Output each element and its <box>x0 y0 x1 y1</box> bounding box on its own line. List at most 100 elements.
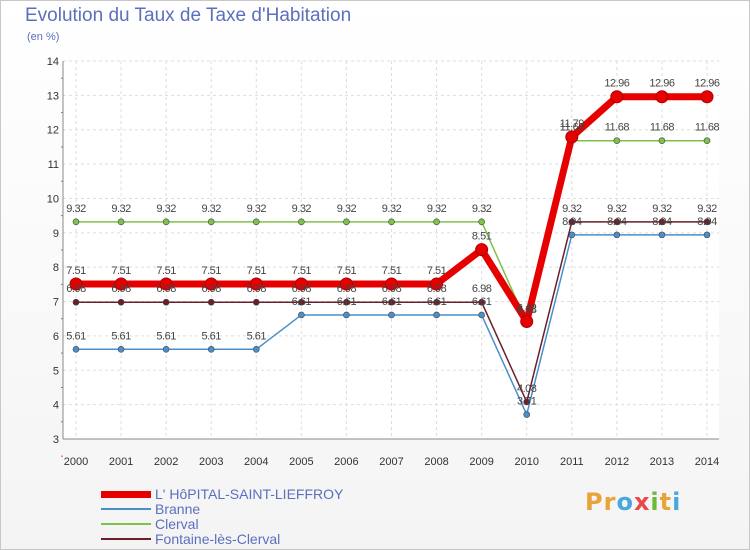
y-tick-label: 9 <box>53 228 59 240</box>
data-point <box>658 218 666 226</box>
data-point <box>703 218 711 226</box>
grid <box>63 60 719 440</box>
data-label: 5.61 <box>247 330 267 342</box>
data-point <box>72 218 80 226</box>
x-tick-label: 2011 <box>560 456 584 468</box>
data-labels: 7.51 7.51 7.51 7.51 7.51 7.51 7.51 7.51 7.51 8.51… <box>66 78 720 408</box>
y-tick-label: 5 <box>53 365 59 377</box>
data-point <box>298 311 305 319</box>
x-tick-label: 2000 <box>64 456 88 468</box>
x-tick-label: 2002 <box>154 456 178 468</box>
data-label: 6.61 <box>427 296 447 308</box>
logo-letter: r <box>603 488 617 516</box>
data-point <box>703 231 711 239</box>
data-point <box>72 298 80 306</box>
proxiti-logo: Proxiti <box>585 488 681 516</box>
data-point <box>523 411 531 418</box>
data-point <box>433 298 440 306</box>
data-label: 6.98 <box>292 283 312 295</box>
data-point <box>388 298 395 306</box>
data-label: 9.32 <box>337 203 357 215</box>
data-label: 12.96 <box>604 78 629 90</box>
data-point <box>655 90 669 104</box>
data-point <box>613 218 621 226</box>
data-point <box>162 298 170 306</box>
data-label: 11.79 <box>560 118 585 130</box>
y-tick-label: 14 <box>47 56 59 68</box>
data-label: 6.61 <box>292 296 312 308</box>
data-label: 11.68 <box>560 122 585 134</box>
data-label: 12.96 <box>694 78 719 90</box>
data-label: 7.51 <box>66 265 86 277</box>
data-point <box>252 218 260 226</box>
data-label: 11.68 <box>605 122 630 134</box>
data-point <box>658 137 666 145</box>
data-label: 9.32 <box>292 203 312 215</box>
data-label: 9.32 <box>652 203 672 215</box>
y-tick-label: 4 <box>53 400 59 412</box>
data-point <box>249 277 263 291</box>
data-label: 9.32 <box>427 203 447 215</box>
data-label: 7.51 <box>247 265 267 277</box>
data-point <box>658 231 666 239</box>
data-point <box>114 277 128 291</box>
data-point <box>204 277 218 291</box>
data-label: 9.32 <box>472 203 492 215</box>
data-point <box>613 231 621 239</box>
data-point <box>343 298 350 306</box>
data-label: 7.51 <box>292 265 312 277</box>
legend-swatch <box>101 508 151 510</box>
data-label: 6.98 <box>202 283 222 295</box>
data-label: 7.51 <box>202 265 222 277</box>
data-point <box>433 218 440 226</box>
data-label: 9.32 <box>202 203 222 215</box>
data-point <box>703 137 711 145</box>
data-point <box>298 298 305 306</box>
data-point <box>207 298 215 306</box>
data-point <box>339 277 353 291</box>
axes: 3 4 5 6 7 8 9 10 11 12 13 14 2000 2001 2002 2003 2004 200… <box>47 56 719 468</box>
data-point <box>252 298 260 306</box>
data-point <box>159 277 173 291</box>
legend-label: Clerval <box>155 516 199 532</box>
chart-title: Evolution du Taux de Taxe d'Habitation <box>25 5 352 26</box>
data-label: 5.61 <box>66 330 86 342</box>
data-point <box>613 137 621 145</box>
data-label: 7.51 <box>382 265 402 277</box>
x-tick-label: 2009 <box>469 456 493 468</box>
data-label: 12.96 <box>649 78 674 90</box>
legend-item: Clerval <box>101 516 199 532</box>
data-label: 7.51 <box>337 265 357 277</box>
logo-letter: x <box>633 488 651 516</box>
y-tick-label: 8 <box>53 262 59 274</box>
data-label: 6.98 <box>382 283 402 295</box>
data-label: 7.51 <box>427 265 447 277</box>
data-label: 9.32 <box>607 203 627 215</box>
data-point <box>520 314 534 328</box>
legend-label: Branne <box>155 501 201 517</box>
y-tick-label: 11 <box>48 159 59 171</box>
data-label: 8.51 <box>472 231 492 243</box>
data-label: 6.98 <box>66 283 86 295</box>
data-label: 6.61 <box>337 296 357 308</box>
data-point <box>433 311 440 319</box>
legend-item: L' HôPITAL-SAINT-LIEFFROY <box>101 486 343 502</box>
data-point <box>294 277 308 291</box>
data-point <box>565 130 579 144</box>
data-label: 5.61 <box>156 330 176 342</box>
data-point <box>430 277 444 291</box>
data-point <box>388 218 395 226</box>
legend-item: Branne <box>101 501 200 517</box>
x-tick-label: 2007 <box>379 456 403 468</box>
data-label: 11.68 <box>650 122 675 134</box>
data-point <box>478 218 485 226</box>
y-tick-label: 12 <box>47 125 59 137</box>
data-point <box>162 346 170 353</box>
data-label: 6.61 <box>472 296 492 308</box>
data-label: 5.61 <box>111 330 131 342</box>
data-label: 9.32 <box>156 203 176 215</box>
data-point <box>207 218 215 226</box>
data-point <box>568 218 576 226</box>
